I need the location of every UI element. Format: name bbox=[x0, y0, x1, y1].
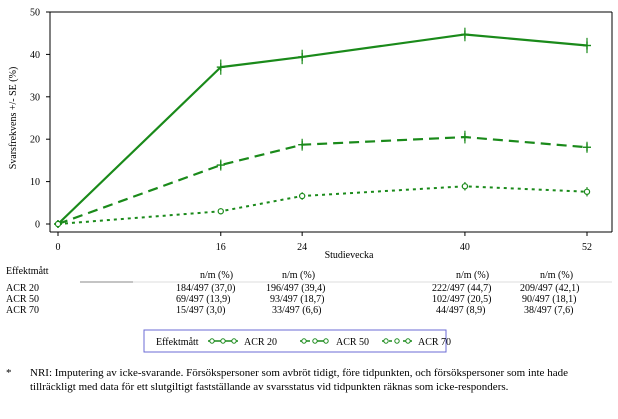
data-point bbox=[461, 183, 469, 190]
table-cell: 69/497 (13,9) bbox=[176, 294, 231, 305]
y-tick-label: 10 bbox=[30, 177, 40, 188]
data-point bbox=[217, 208, 224, 215]
x-tick-label: 52 bbox=[582, 242, 592, 253]
y-axis-label: Svarsfrekvens +/- SE (%) bbox=[8, 67, 19, 170]
legend-label: ACR 70 bbox=[418, 337, 451, 348]
data-point bbox=[54, 220, 62, 228]
series-group bbox=[54, 27, 591, 228]
table-cell: 90/497 (18,1) bbox=[522, 294, 577, 305]
footnote-marker: * bbox=[6, 367, 12, 379]
x-tick-label: 40 bbox=[460, 242, 470, 253]
table-row-label: ACR 50 bbox=[6, 294, 40, 305]
x-ticks: 0 16 24 40 52 bbox=[56, 232, 592, 253]
table-col-header-2: n/m (%) bbox=[282, 270, 316, 281]
legend-marker bbox=[312, 338, 318, 344]
table-cell: 184/497 (37,0) bbox=[176, 283, 236, 294]
y-tick-label: 40 bbox=[30, 50, 40, 61]
legend-box bbox=[143, 329, 447, 353]
table-row-label: ACR 20 bbox=[6, 283, 40, 294]
y-tick-label: 50 bbox=[30, 8, 40, 19]
legend-marker bbox=[231, 338, 237, 344]
table-cell: 33/497 (6,6) bbox=[272, 305, 322, 316]
table-col-header-1: n/m (%) bbox=[200, 270, 234, 281]
footnote-text: NRI: Imputering av icke-svarande. Försök… bbox=[30, 367, 568, 393]
table-col-header-4: n/m (%) bbox=[540, 270, 574, 281]
data-point bbox=[298, 192, 306, 200]
series-line-acr-50 bbox=[57, 135, 588, 226]
table-cell: 93/497 (18,7) bbox=[270, 294, 325, 305]
x-tick-label: 24 bbox=[297, 242, 307, 253]
legend-marker bbox=[301, 338, 307, 344]
legend-marker bbox=[323, 338, 329, 344]
legend-marker bbox=[394, 338, 400, 344]
table-header-label: Effektmått bbox=[6, 266, 49, 277]
table-cell: 222/497 (44,7) bbox=[432, 283, 492, 294]
legend-items: ACR 20 ACR 50 ACR 70 bbox=[208, 337, 451, 348]
y-ticks: 0 10 20 30 40 50 bbox=[30, 8, 50, 231]
table-cell: 15/497 (3,0) bbox=[176, 305, 226, 316]
table-cell: 102/497 (20,5) bbox=[432, 294, 492, 305]
table-cell: 209/497 (42,1) bbox=[520, 283, 580, 294]
table-row-label: ACR 70 bbox=[6, 305, 40, 316]
x-tick-label: 0 bbox=[56, 242, 61, 253]
line-chart: 0 10 20 30 40 50 0 16 24 40 52 Svarsfrekvens +/- … bbox=[8, 8, 613, 353]
y-tick-label: 30 bbox=[30, 92, 40, 103]
table-cell: 44/497 (8,9) bbox=[436, 305, 486, 316]
series-line-acr-70 bbox=[57, 185, 588, 225]
table-col-header-3: n/m (%) bbox=[456, 270, 490, 281]
legend-marker bbox=[220, 338, 226, 344]
table-cell: 38/497 (7,6) bbox=[524, 305, 574, 316]
x-tick-label: 16 bbox=[216, 242, 226, 253]
y-tick-label: 0 bbox=[35, 220, 40, 231]
legend-label: ACR 50 bbox=[336, 337, 369, 348]
data-point bbox=[583, 188, 591, 195]
legend-marker bbox=[209, 338, 215, 344]
y-tick-label: 20 bbox=[30, 135, 40, 146]
legend-marker bbox=[383, 338, 389, 344]
legend-label: ACR 20 bbox=[244, 337, 277, 348]
x-axis-label: Studievecka bbox=[325, 250, 374, 261]
table-cell: 196/497 (39,4) bbox=[266, 283, 326, 294]
legend-marker bbox=[405, 338, 411, 344]
legend-title: Effektmått bbox=[156, 337, 199, 348]
